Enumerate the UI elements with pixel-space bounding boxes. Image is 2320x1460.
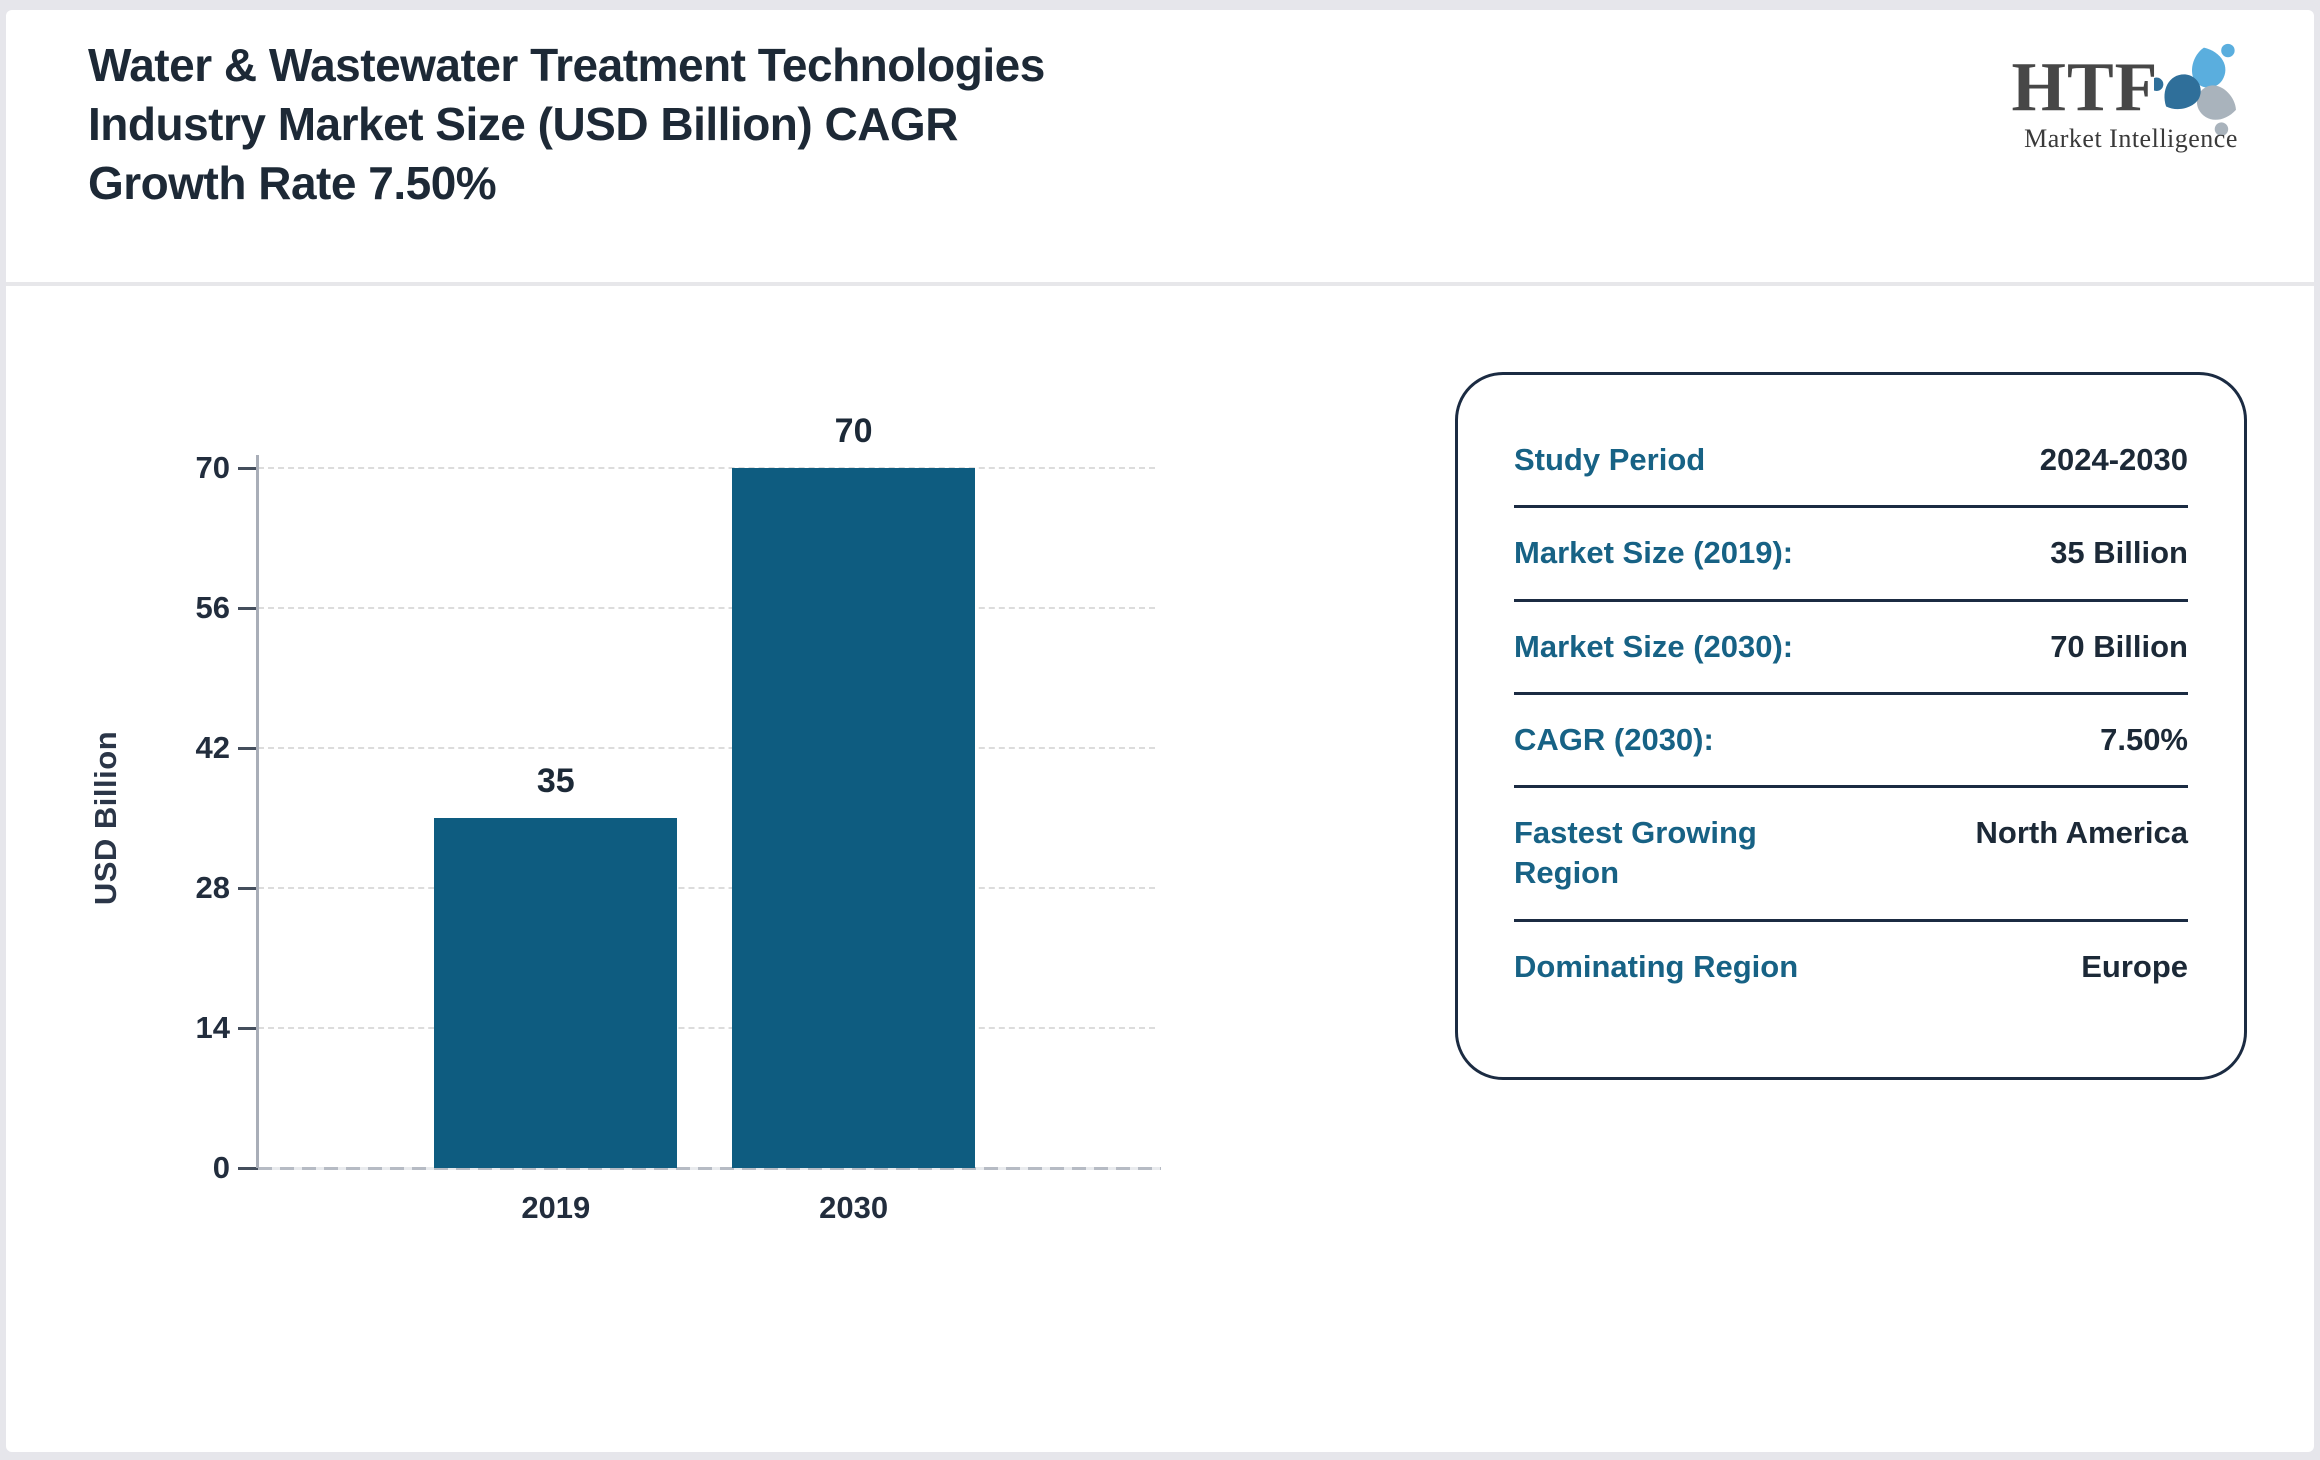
header: Water & Wastewater Treatment Technologie… — [6, 10, 2314, 286]
info-row-5: Fastest Growing Region North America — [1514, 788, 2188, 922]
y-tick-70 — [238, 467, 258, 470]
info-value: North America — [1975, 815, 2188, 851]
info-row-2: Market Size (2019): 35 Billion — [1514, 508, 2188, 602]
info-panel: Study Period 2024-2030 Market Size (2019):… — [1455, 372, 2247, 1080]
y-tick-28 — [238, 887, 258, 890]
info-label: Market Size (2030): — [1514, 628, 1794, 664]
info-label: Study Period — [1514, 442, 1706, 477]
info-value: 7.50% — [2100, 721, 2188, 757]
info-row-1: Study Period 2024-2030 — [1514, 415, 2188, 509]
gridline-14 — [258, 1027, 1155, 1029]
bar-value-2030: 70 — [834, 412, 873, 450]
info-row-3: Market Size (2030): 70 Billion — [1514, 602, 2188, 695]
x-tick-label-2030: 2030 — [819, 1190, 889, 1225]
gridline-70 — [258, 467, 1155, 469]
y-tick-56 — [238, 607, 258, 610]
info-row-4: CAGR (2030): 7.50% — [1514, 695, 2188, 789]
bar-value-2019: 35 — [536, 762, 575, 800]
y-tick-label-42: 42 — [195, 730, 230, 765]
info-label: Dominating Region — [1514, 948, 1799, 984]
info-value: Europe — [2081, 948, 2188, 984]
info-value: 70 Billion — [2050, 628, 2188, 664]
page-title: Water & Wastewater Treatment Technologie… — [88, 39, 1045, 209]
info-value: 2024-2030 — [2039, 442, 2188, 477]
y-tick-label-70: 70 — [195, 450, 230, 485]
info-value: 35 Billion — [2050, 535, 2188, 571]
gridline-56 — [258, 607, 1155, 609]
y-tick-14 — [238, 1027, 258, 1030]
x-axis-line — [258, 1167, 1161, 1170]
info-row-6: Dominating Region Europe — [1514, 922, 2188, 1012]
gridline-28 — [258, 887, 1155, 889]
gridline-42 — [258, 747, 1155, 749]
y-axis-line — [256, 455, 259, 1168]
logo-subtext: Market Intelligence — [2024, 124, 2238, 153]
y-tick-label-56: 56 — [195, 590, 230, 625]
bar-2019 — [434, 818, 678, 1168]
y-tick-42 — [238, 747, 258, 750]
info-label: Fastest Growing Region — [1514, 815, 1757, 891]
y-tick-label-0: 0 — [212, 1150, 230, 1185]
logo-text: HTF — [2011, 49, 2159, 126]
logo-row: HTF — [2006, 40, 2256, 136]
y-tick-0 — [238, 1167, 258, 1170]
info-panel-rows: Study Period 2024-2030 Market Size (2019):… — [1514, 415, 2188, 1012]
report-card: Water & Wastewater Treatment Technologie… — [6, 10, 2314, 1452]
info-label: CAGR (2030): — [1514, 721, 1714, 757]
bar-chart: USD Billion 0 14 28 42 56 70 35 2019 70 2030 — [6, 282, 1326, 1460]
info-label: Market Size (2019): — [1514, 535, 1794, 571]
htf-logo: HTF Market Intelligence — [2006, 40, 2256, 154]
y-tick-label-14: 14 — [195, 1010, 230, 1045]
y-axis-label: USD Billion — [88, 730, 123, 906]
bar-2030 — [732, 468, 976, 1168]
y-tick-label-28: 28 — [195, 870, 230, 905]
x-tick-label-2019: 2019 — [521, 1190, 591, 1225]
swirl-people-icon — [2154, 43, 2237, 136]
